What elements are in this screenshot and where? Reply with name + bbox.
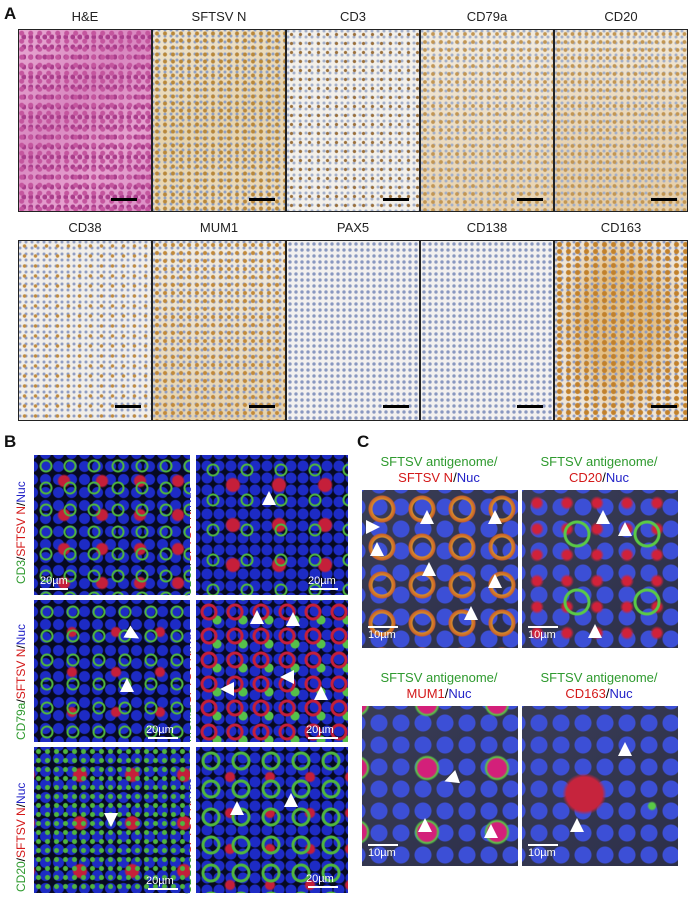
arrowhead-icon <box>464 606 478 620</box>
arrowhead-icon <box>488 574 502 588</box>
b-scale-text-cd79a: 20µm <box>146 724 174 736</box>
arrowhead-icon <box>618 742 632 756</box>
title-cd79a: CD79a <box>466 9 508 24</box>
panel-label-b: B <box>4 432 17 451</box>
title-mum1: MUM1 <box>199 220 239 235</box>
arrowhead-icon <box>420 510 434 524</box>
arrowhead-icon <box>286 612 300 626</box>
arrowhead-icon <box>570 818 584 832</box>
b-scale-text-mum1: 20µm <box>306 724 334 736</box>
arrowhead-icon <box>596 510 610 524</box>
image-pax5 <box>286 240 420 421</box>
c-title-mum1: SFTSV antigenome/ MUM1/Nuc <box>380 670 498 701</box>
arrowhead-icon <box>314 686 328 700</box>
b-label-cd79a: CD79a/SFTSV N/Nuc <box>14 623 28 740</box>
b-scale-text-cd38: 20µm <box>308 575 336 587</box>
title-cd38: CD38 <box>68 220 102 235</box>
title-sftsv-n: SFTSV N <box>191 9 247 24</box>
c-image-cd20: 10µm <box>522 490 678 648</box>
c-image-cd163: 10µm <box>522 706 678 866</box>
if-image-mum1: 20µm <box>196 600 348 742</box>
arrowhead-icon <box>484 824 498 838</box>
image-cd163 <box>554 240 688 421</box>
b-label-cd3: CD3/SFTSV N/Nuc <box>14 481 28 584</box>
c-title-cd20: SFTSV antigenome/ CD20/Nuc <box>540 454 658 485</box>
arrowhead-icon <box>262 491 276 505</box>
arrowhead-icon <box>488 510 502 524</box>
arrowhead-icon <box>120 678 134 692</box>
arrowhead-icon <box>220 682 234 696</box>
arrowhead-icon <box>422 562 436 576</box>
arrowhead-icon <box>366 520 380 534</box>
image-he <box>18 29 152 212</box>
title-pax5: PAX5 <box>336 220 370 235</box>
c-title-cd163: SFTSV antigenome/ CD163/Nuc <box>540 670 658 701</box>
image-cd79a <box>420 29 554 212</box>
title-cd138: CD138 <box>466 220 508 235</box>
image-cd3 <box>286 29 420 212</box>
c-image-sftsv-n: 10µm <box>362 490 518 648</box>
c-scale-text-cd163: 10µm <box>528 847 556 859</box>
arrowhead-icon <box>123 625 143 645</box>
arrowhead-icon <box>618 522 632 536</box>
c-title-sftsv-n: SFTSV antigenome/ SFTSV N/Nuc <box>380 454 498 485</box>
arrowhead-icon <box>104 813 118 827</box>
if-image-cd163: 20µm <box>196 747 348 893</box>
arrowhead-icon <box>442 770 460 788</box>
b-scale-text-cd163: 20µm <box>306 873 334 885</box>
arrowhead-icon <box>230 801 244 815</box>
title-cd163: CD163 <box>600 220 642 235</box>
panel-label-a: A <box>4 4 17 23</box>
image-cd138 <box>420 240 554 421</box>
arrowhead-icon <box>250 610 264 624</box>
image-sftsv-n <box>152 29 286 212</box>
b-scale-text-cd3: 20µm <box>40 575 68 587</box>
arrowhead-icon <box>370 542 384 556</box>
b-scale-text-cd20: 20µm <box>146 875 174 887</box>
if-image-cd3: 20µm <box>34 455 190 595</box>
arrowhead-icon <box>588 624 602 638</box>
title-cd20: CD20 <box>604 9 638 24</box>
arrowhead-icon <box>280 670 294 684</box>
arrowhead-icon <box>284 793 298 807</box>
c-scale-text-cd20: 10µm <box>528 629 556 641</box>
c-scale-text-sftsv-n: 10µm <box>368 629 396 641</box>
if-image-cd79a: 20µm <box>34 600 190 742</box>
image-mum1 <box>152 240 286 421</box>
if-image-cd38: 20µm <box>196 455 348 595</box>
c-image-mum1: 10µm <box>362 706 518 866</box>
arrowhead-icon <box>418 818 432 832</box>
c-scale-text-mum1: 10µm <box>368 847 396 859</box>
image-cd38 <box>18 240 152 421</box>
title-he: H&E <box>71 9 99 24</box>
panel-label-c: C <box>357 432 370 451</box>
if-image-cd20: 20µm <box>34 747 190 893</box>
image-cd20 <box>554 29 688 212</box>
title-cd3: CD3 <box>339 9 366 24</box>
b-label-cd20: CD20/SFTSV N/Nuc <box>14 782 28 892</box>
